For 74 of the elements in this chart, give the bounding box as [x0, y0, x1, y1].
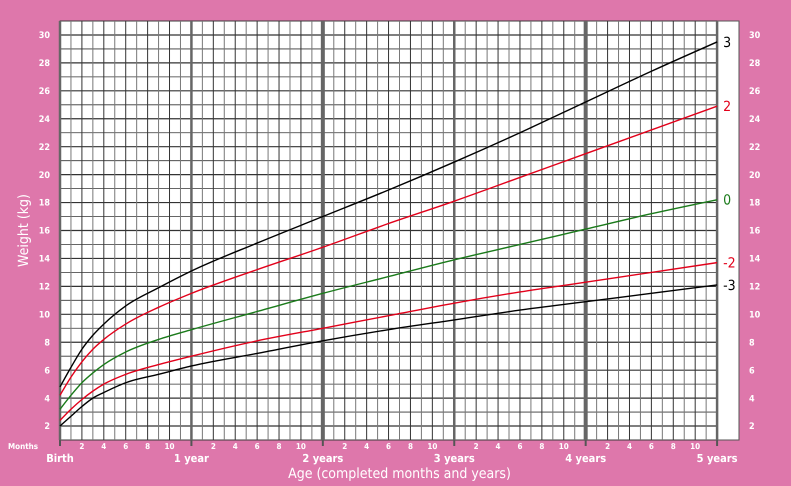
- y2-tick-label: 8: [749, 338, 755, 348]
- x-tick-label: Birth: [46, 452, 74, 465]
- text: 4: [626, 442, 632, 451]
- y-tick-label: 16: [38, 226, 50, 237]
- x-tick-label: 5 years: [696, 452, 738, 465]
- x-tick-label: 3 years: [434, 452, 475, 465]
- series-label: -2: [723, 256, 736, 272]
- text: 10: [427, 442, 438, 451]
- y-tick-label: 26: [38, 86, 50, 97]
- series-label: 3: [723, 34, 732, 51]
- text: 6: [648, 442, 654, 451]
- y-tick-label: 4: [44, 394, 50, 404]
- y2-tick-label: 28: [749, 59, 761, 70]
- text: 2: [342, 442, 348, 451]
- y-tick-label: 30: [38, 31, 50, 42]
- y2-tick-label: 12: [749, 282, 760, 293]
- y-tick-label: 10: [38, 310, 50, 320]
- y2-tick-label: 20: [749, 170, 761, 181]
- text: 10: [296, 442, 306, 451]
- text: 2: [474, 442, 479, 451]
- text: 6: [386, 442, 392, 451]
- x-tick-label: 2 years: [302, 452, 344, 465]
- text: 2: [79, 442, 84, 451]
- y2-tick-label: 4: [749, 394, 755, 404]
- y2-tick-label: 30: [749, 31, 761, 42]
- line-series: [59, 41, 718, 388]
- series-label: 2: [723, 99, 732, 116]
- y2-tick-label: 10: [749, 310, 761, 320]
- y-tick-label: 18: [38, 198, 50, 209]
- text: 10: [558, 442, 569, 451]
- text: 4: [101, 442, 106, 451]
- line-series: [59, 284, 718, 427]
- text: 8: [670, 442, 676, 451]
- line-series: [59, 262, 718, 422]
- line-series: [59, 199, 718, 410]
- y2-tick-label: 22: [749, 142, 760, 153]
- x-tick-label: 4 years: [565, 452, 606, 465]
- y-tick-label: 6: [44, 366, 50, 376]
- x-tick-label: 1 year: [174, 452, 210, 465]
- text: 6: [254, 442, 260, 451]
- series-label: -3: [723, 278, 736, 294]
- y-axis-title: Weight (kg): [16, 194, 32, 267]
- y-tick-label: 20: [38, 170, 50, 181]
- y2-tick-label: 6: [749, 366, 755, 376]
- text: 6: [517, 442, 522, 451]
- y-tick-label: 8: [44, 338, 50, 348]
- y2-tick-label: 18: [749, 198, 761, 209]
- text: 10: [690, 442, 700, 451]
- text: 8: [408, 442, 413, 451]
- text: 6: [123, 442, 128, 451]
- y2-tick-label: 2: [749, 422, 755, 432]
- text: 10: [164, 442, 175, 451]
- text: 4: [364, 442, 370, 451]
- y-tick-label: 12: [38, 282, 50, 293]
- y-tick-label: 24: [38, 114, 50, 125]
- y-tick-label: 22: [38, 142, 50, 153]
- text: 2: [605, 442, 610, 451]
- y2-tick-label: 14: [749, 254, 761, 265]
- text: 8: [145, 442, 150, 451]
- text: 4: [496, 442, 501, 451]
- series-label: 0: [723, 192, 732, 209]
- text: 8: [276, 442, 282, 451]
- y2-tick-label: 26: [749, 86, 761, 97]
- line-series: [59, 105, 718, 396]
- text: Months: [8, 442, 38, 451]
- y-tick-label: 28: [38, 59, 50, 70]
- y2-tick-label: 24: [749, 114, 761, 125]
- y2-tick-label: 16: [749, 226, 761, 237]
- y-tick-label: 2: [44, 422, 50, 432]
- text: 8: [539, 442, 544, 451]
- text: 4: [232, 442, 238, 451]
- x-axis-title: Age (completed months and years): [288, 466, 511, 482]
- text: 2: [210, 442, 216, 451]
- y-tick-label: 14: [38, 254, 50, 265]
